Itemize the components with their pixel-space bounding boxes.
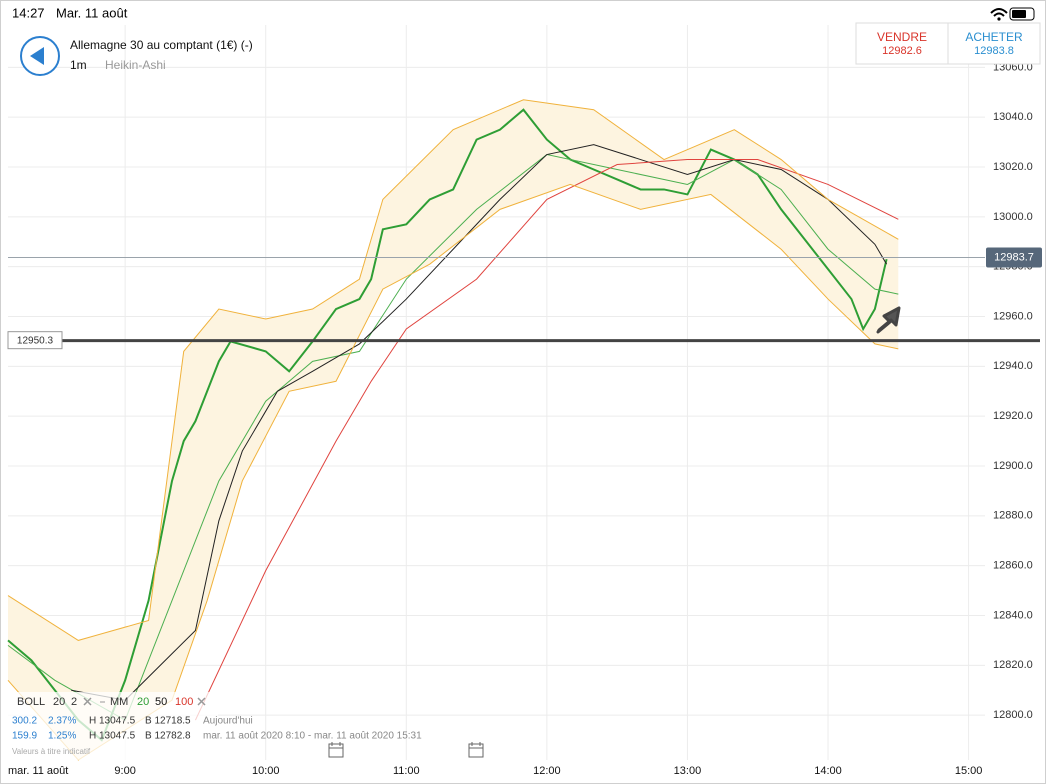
x-tick-label: 14:00 xyxy=(814,765,842,777)
buy-button[interactable]: ACHETER 12983.8 xyxy=(947,22,1041,65)
boll-period: 20 xyxy=(53,696,65,708)
buy-label: ACHETER xyxy=(965,30,1023,44)
range-points: 300.2 xyxy=(12,716,37,727)
y-tick-label: 12840.0 xyxy=(993,609,1033,621)
series-line xyxy=(7,99,899,641)
y-tick-label: 12960.0 xyxy=(993,310,1033,322)
range-points: 159.9 xyxy=(12,731,37,742)
x-tick-label: 13:00 xyxy=(674,765,702,777)
series-line xyxy=(7,154,899,721)
low: B 12782.8 xyxy=(145,731,191,742)
x-tick-label: 12:00 xyxy=(533,765,561,777)
price-label-box xyxy=(986,247,1042,268)
plot: 12800.0 12820.0 12840.0 12860.0 12880.0 12900… xyxy=(7,25,1042,777)
x-tick-label: 15:00 xyxy=(955,765,983,777)
y-tick-label: 13000.0 xyxy=(993,211,1033,223)
range-percent: 2.37% xyxy=(48,716,76,727)
y-tick-label: 12860.0 xyxy=(993,560,1033,572)
y-tick-label: 12900.0 xyxy=(993,460,1033,472)
x-tick-label: mar. 11 août xyxy=(8,765,68,777)
boll-label: BOLL xyxy=(17,696,45,708)
mm-100: 100 xyxy=(175,696,193,708)
y-tick-label: 12880.0 xyxy=(993,510,1033,522)
y-tick-label: 13040.0 xyxy=(993,111,1033,123)
y-tick-label: 12920.0 xyxy=(993,410,1033,422)
back-button[interactable] xyxy=(20,36,60,76)
price-label: 12983.7 xyxy=(994,251,1034,263)
calendar-icons[interactable] xyxy=(328,742,484,758)
range-percent: 1.25% xyxy=(48,731,76,742)
chart-style: Heikin-Ashi xyxy=(105,58,166,72)
disclaimer: Valeurs à titre indicatif xyxy=(12,747,91,756)
series-line xyxy=(71,144,888,701)
y-tick-label: 12940.0 xyxy=(993,360,1033,372)
x-tick-label: 9:00 xyxy=(114,765,135,777)
high: H 13047.5 xyxy=(89,731,136,742)
interval: 1m xyxy=(70,58,87,72)
x-tick-label: 11:00 xyxy=(393,765,420,777)
y-tick-label: 12820.0 xyxy=(993,659,1033,671)
sell-button[interactable]: VENDRE 12982.6 xyxy=(855,22,949,65)
sell-price: 12982.6 xyxy=(882,45,922,57)
price-label-box xyxy=(7,331,63,350)
remove-mm[interactable] xyxy=(197,697,206,706)
mm-20: 20 xyxy=(137,696,149,708)
period: Aujourd'hui xyxy=(203,716,253,727)
high: H 13047.5 xyxy=(89,716,136,727)
mm-50: 50 xyxy=(155,696,167,708)
low: B 12718.5 xyxy=(145,716,191,727)
series-line xyxy=(194,159,899,721)
mm-label: MM xyxy=(110,696,128,708)
status-icons xyxy=(990,7,1035,21)
series-line xyxy=(7,183,899,761)
remove-boll[interactable] xyxy=(83,697,92,706)
instrument: Allemagne 30 au comptant (1€) (-) xyxy=(70,38,253,52)
price-label: 12950.3 xyxy=(17,335,54,346)
sell-label: VENDRE xyxy=(877,30,927,44)
y-tick-label: 12800.0 xyxy=(993,709,1033,721)
status-time: 14:27 xyxy=(12,5,45,20)
period: mar. 11 août 2020 8:10 - mar. 11 août 20… xyxy=(203,731,422,742)
arrow-icon xyxy=(876,306,901,334)
status-date: Mar. 11 août xyxy=(56,5,128,20)
indicator-legend: BOLL 20 2 MM 20 50 100 300.2 2.37% H 130… xyxy=(8,692,422,760)
x-tick-label: 10:00 xyxy=(252,765,280,777)
boll-dev: 2 xyxy=(71,696,77,708)
buy-price: 12983.8 xyxy=(974,45,1014,57)
y-tick-label: 13020.0 xyxy=(993,161,1033,173)
